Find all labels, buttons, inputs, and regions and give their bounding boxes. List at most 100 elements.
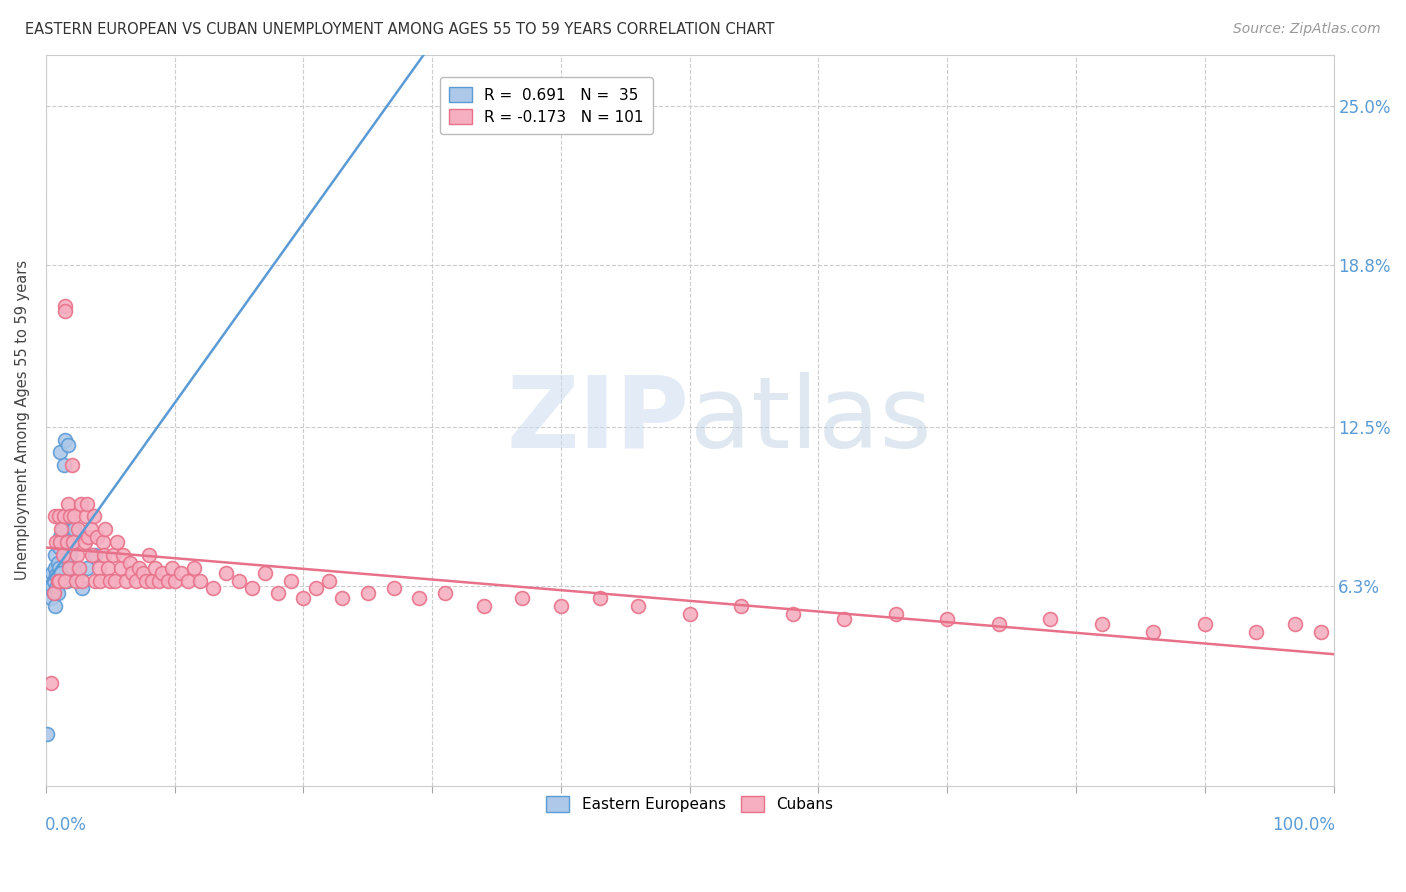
- Point: [357, 586, 380, 600]
- Point: [76, 497, 98, 511]
- Point: [69, 560, 91, 574]
- Point: [49, 530, 72, 544]
- Point: [1284, 617, 1306, 632]
- Point: [41, 579, 63, 593]
- Point: [41, 566, 63, 580]
- Point: [1142, 624, 1164, 639]
- Point: [1309, 624, 1331, 639]
- Point: [105, 535, 128, 549]
- Point: [588, 591, 610, 606]
- Point: [69, 497, 91, 511]
- Point: [114, 574, 136, 588]
- Legend: Eastern Europeans, Cubans: Eastern Europeans, Cubans: [540, 790, 839, 818]
- Point: [215, 566, 238, 580]
- Point: [55, 535, 77, 549]
- Point: [58, 560, 80, 574]
- Point: [1194, 617, 1216, 632]
- Point: [228, 574, 250, 588]
- Text: EASTERN EUROPEAN VS CUBAN UNEMPLOYMENT AMONG AGES 55 TO 59 YEARS CORRELATION CHA: EASTERN EUROPEAN VS CUBAN UNEMPLOYMENT A…: [25, 22, 775, 37]
- Point: [53, 299, 76, 313]
- Point: [267, 586, 290, 600]
- Point: [45, 568, 67, 582]
- Point: [51, 522, 73, 536]
- Point: [42, 574, 65, 588]
- Point: [83, 548, 105, 562]
- Point: [118, 556, 141, 570]
- Point: [46, 556, 69, 570]
- Point: [45, 581, 67, 595]
- Point: [280, 574, 302, 588]
- Point: [53, 509, 76, 524]
- Point: [63, 509, 86, 524]
- Point: [240, 581, 263, 595]
- Point: [82, 548, 104, 562]
- Point: [253, 566, 276, 580]
- Text: ZIP: ZIP: [508, 372, 690, 469]
- Point: [38, 581, 60, 595]
- Point: [176, 574, 198, 588]
- Point: [53, 574, 76, 588]
- Point: [163, 574, 186, 588]
- Point: [408, 591, 430, 606]
- Point: [58, 556, 80, 570]
- Point: [330, 591, 353, 606]
- Point: [97, 560, 120, 574]
- Point: [52, 522, 75, 536]
- Point: [128, 560, 150, 574]
- Point: [49, 445, 72, 459]
- Point: [60, 535, 83, 549]
- Point: [434, 586, 457, 600]
- Point: [63, 522, 86, 536]
- Point: [190, 574, 212, 588]
- Point: [49, 535, 72, 549]
- Point: [51, 566, 73, 580]
- Point: [83, 509, 105, 524]
- Point: [150, 566, 173, 580]
- Point: [292, 591, 315, 606]
- Point: [382, 581, 405, 595]
- Point: [305, 581, 328, 595]
- Point: [62, 560, 84, 574]
- Point: [48, 560, 70, 574]
- Point: [89, 574, 111, 588]
- Point: [472, 599, 495, 614]
- Point: [48, 540, 70, 554]
- Point: [70, 574, 93, 588]
- Point: [782, 607, 804, 621]
- Point: [1246, 624, 1268, 639]
- Point: [936, 612, 959, 626]
- Point: [70, 581, 93, 595]
- Point: [67, 566, 90, 580]
- Point: [56, 438, 79, 452]
- Point: [131, 566, 153, 580]
- Point: [39, 591, 62, 606]
- Point: [55, 574, 77, 588]
- Point: [104, 574, 127, 588]
- Point: [59, 548, 82, 562]
- Text: 100.0%: 100.0%: [1272, 816, 1334, 834]
- Point: [39, 676, 62, 690]
- Point: [110, 560, 132, 574]
- Point: [1039, 612, 1062, 626]
- Point: [46, 586, 69, 600]
- Point: [160, 560, 183, 574]
- Point: [884, 607, 907, 621]
- Point: [46, 574, 69, 588]
- Point: [73, 535, 96, 549]
- Point: [138, 548, 160, 562]
- Point: [77, 530, 100, 544]
- Point: [48, 574, 70, 588]
- Point: [67, 522, 90, 536]
- Point: [44, 509, 66, 524]
- Point: [66, 548, 89, 562]
- Point: [59, 509, 82, 524]
- Point: [141, 574, 163, 588]
- Point: [627, 599, 650, 614]
- Point: [56, 497, 79, 511]
- Point: [53, 304, 76, 318]
- Point: [170, 566, 193, 580]
- Point: [48, 574, 70, 588]
- Text: 0.0%: 0.0%: [45, 816, 87, 834]
- Point: [53, 433, 76, 447]
- Point: [832, 612, 855, 626]
